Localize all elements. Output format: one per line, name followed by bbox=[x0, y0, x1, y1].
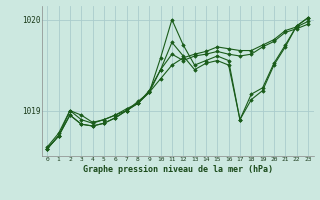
X-axis label: Graphe pression niveau de la mer (hPa): Graphe pression niveau de la mer (hPa) bbox=[83, 165, 273, 174]
